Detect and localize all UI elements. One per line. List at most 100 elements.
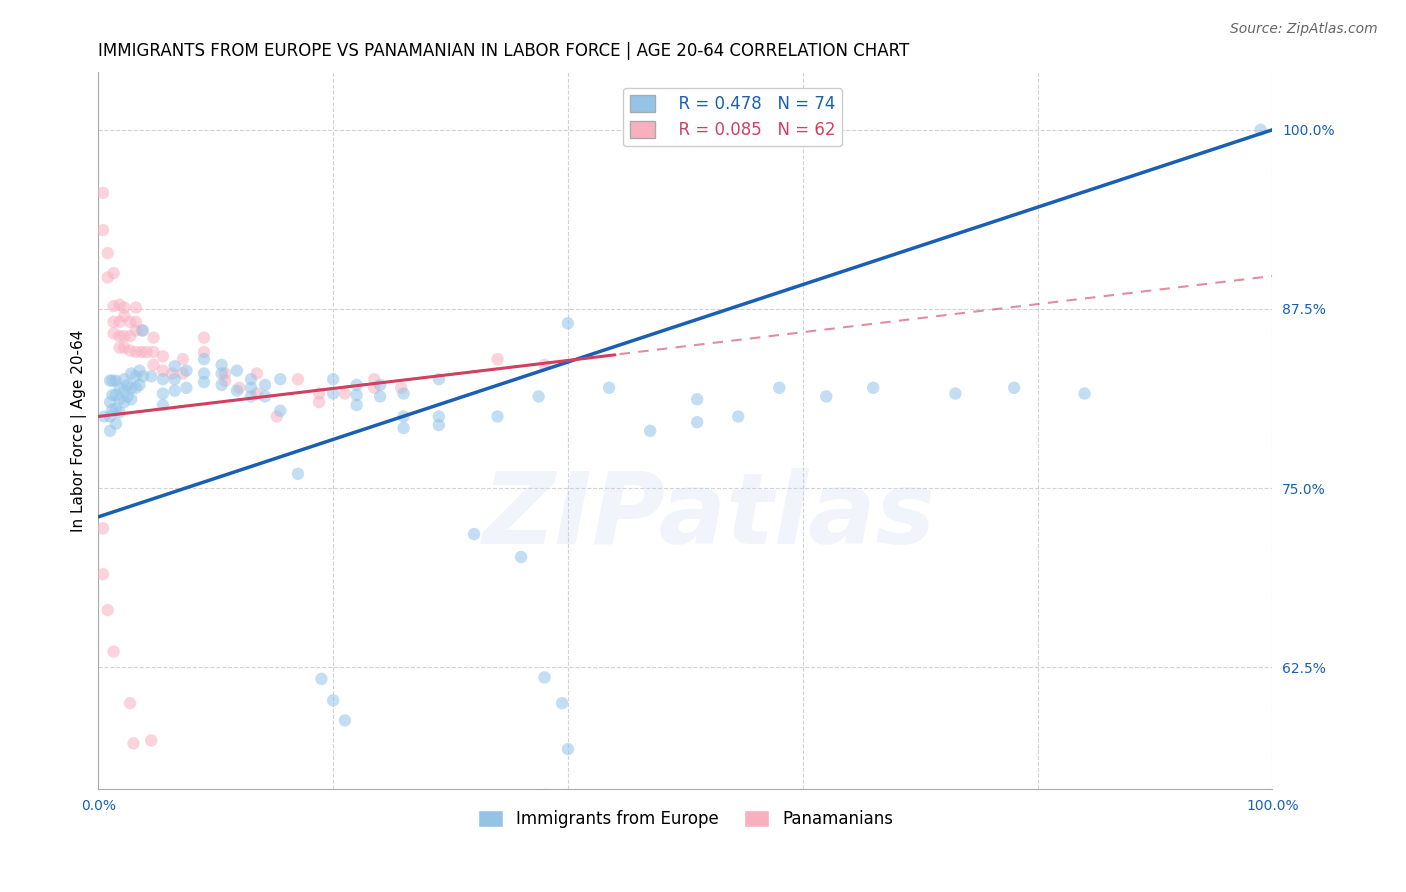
- Point: [176, 381, 198, 395]
- Point: [308, 386, 330, 401]
- Point: [193, 367, 215, 381]
- Point: [686, 415, 709, 429]
- Point: [118, 329, 141, 343]
- Point: [333, 386, 356, 401]
- Point: [132, 323, 155, 337]
- Point: [527, 389, 550, 403]
- Point: [125, 315, 148, 329]
- Point: [557, 742, 579, 756]
- Point: [101, 388, 124, 402]
- Point: [240, 372, 263, 386]
- Point: [598, 381, 620, 395]
- Point: [346, 398, 368, 412]
- Point: [1073, 386, 1095, 401]
- Point: [98, 409, 121, 424]
- Point: [211, 358, 233, 372]
- Text: ZIPatlas: ZIPatlas: [482, 468, 935, 566]
- Point: [103, 644, 125, 658]
- Point: [392, 421, 415, 435]
- Point: [112, 301, 135, 315]
- Point: [152, 386, 174, 401]
- Point: [368, 378, 391, 392]
- Point: [132, 369, 155, 384]
- Point: [104, 374, 127, 388]
- Legend: Immigrants from Europe, Panamanians: Immigrants from Europe, Panamanians: [471, 803, 900, 835]
- Point: [551, 696, 574, 710]
- Point: [486, 409, 509, 424]
- Point: [240, 381, 263, 395]
- Point: [1250, 122, 1272, 136]
- Point: [163, 372, 186, 386]
- Point: [389, 381, 412, 395]
- Point: [108, 392, 131, 407]
- Point: [125, 323, 148, 337]
- Point: [193, 352, 215, 367]
- Point: [214, 367, 236, 381]
- Point: [862, 381, 884, 395]
- Point: [427, 372, 450, 386]
- Point: [117, 389, 139, 403]
- Point: [152, 349, 174, 363]
- Point: [98, 395, 121, 409]
- Point: [142, 358, 165, 372]
- Point: [122, 736, 145, 750]
- Text: IMMIGRANTS FROM EUROPE VS PANAMANIAN IN LABOR FORCE | AGE 20-64 CORRELATION CHAR: IMMIGRANTS FROM EUROPE VS PANAMANIAN IN …: [98, 42, 910, 60]
- Point: [112, 372, 135, 386]
- Point: [308, 395, 330, 409]
- Point: [287, 372, 309, 386]
- Point: [120, 367, 142, 381]
- Point: [112, 384, 135, 398]
- Point: [101, 374, 124, 388]
- Point: [108, 329, 131, 343]
- Point: [266, 409, 288, 424]
- Point: [112, 341, 135, 355]
- Point: [557, 316, 579, 330]
- Point: [97, 246, 120, 260]
- Point: [254, 389, 277, 403]
- Point: [91, 186, 114, 200]
- Point: [108, 381, 131, 395]
- Point: [152, 363, 174, 377]
- Point: [91, 521, 114, 535]
- Point: [104, 388, 127, 402]
- Point: [141, 733, 163, 747]
- Point: [142, 345, 165, 359]
- Point: [112, 329, 135, 343]
- Point: [346, 388, 368, 402]
- Point: [103, 266, 125, 280]
- Point: [141, 369, 163, 384]
- Point: [152, 372, 174, 386]
- Point: [363, 372, 385, 386]
- Point: [322, 693, 344, 707]
- Point: [163, 359, 186, 374]
- Point: [128, 378, 150, 392]
- Point: [333, 714, 356, 728]
- Point: [686, 392, 709, 407]
- Point: [486, 352, 509, 367]
- Point: [176, 363, 198, 377]
- Point: [120, 381, 142, 395]
- Point: [125, 301, 148, 315]
- Point: [118, 315, 141, 329]
- Point: [246, 367, 269, 381]
- Point: [103, 299, 125, 313]
- Point: [533, 670, 555, 684]
- Point: [368, 389, 391, 403]
- Point: [112, 309, 135, 323]
- Point: [427, 418, 450, 433]
- Point: [228, 381, 250, 395]
- Point: [246, 386, 269, 401]
- Point: [211, 367, 233, 381]
- Point: [287, 467, 309, 481]
- Point: [131, 323, 153, 337]
- Point: [322, 372, 344, 386]
- Point: [104, 402, 127, 417]
- Point: [254, 378, 277, 392]
- Point: [945, 386, 967, 401]
- Text: Source: ZipAtlas.com: Source: ZipAtlas.com: [1230, 22, 1378, 37]
- Point: [269, 403, 291, 417]
- Point: [91, 567, 114, 582]
- Point: [98, 374, 121, 388]
- Point: [125, 381, 148, 395]
- Point: [193, 345, 215, 359]
